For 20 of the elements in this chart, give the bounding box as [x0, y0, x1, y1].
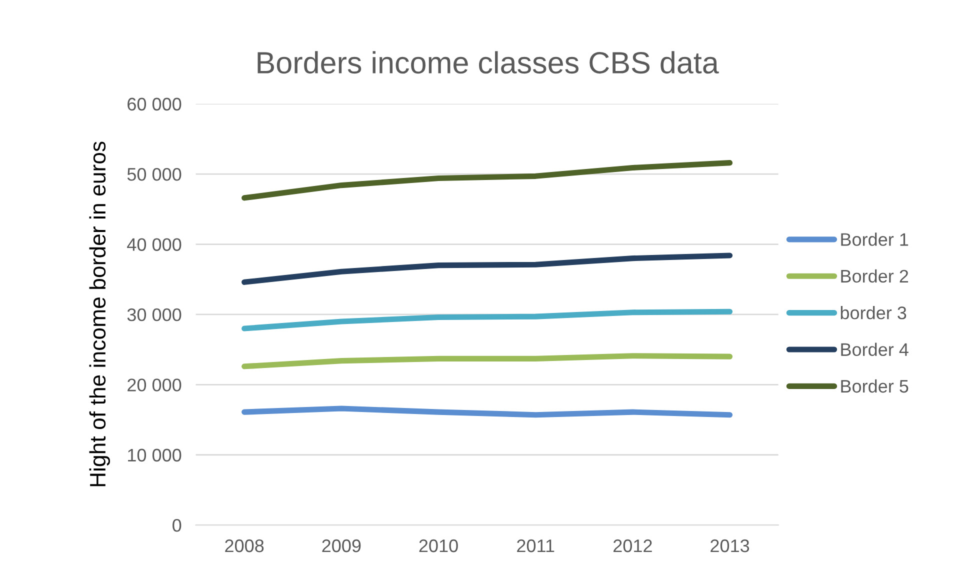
legend-label: border 3 [840, 306, 906, 320]
y-tick-label: 60 000 [128, 98, 182, 111]
x-tick-label: 2012 [614, 539, 652, 552]
y-tick-label: 10 000 [128, 448, 182, 462]
legend-label: Border 5 [841, 379, 908, 393]
y-tick-label: 0 [172, 519, 182, 532]
legend-label: Border 1 [841, 232, 908, 246]
y-tick-label: 20 000 [128, 378, 182, 392]
legend-label: Border 2 [841, 269, 908, 283]
x-tick-label: 2013 [710, 539, 750, 552]
x-tick-label: 2009 [322, 539, 361, 552]
y-axis-title: Hight of the income border in euros [89, 142, 110, 486]
x-tick-label: 2010 [419, 539, 458, 552]
legend-label: Border 4 [841, 342, 908, 356]
y-tick-label: 40 000 [127, 238, 182, 251]
chart-title: Borders income classes CBS data [258, 51, 719, 74]
y-tick-label: 50 000 [127, 168, 182, 181]
x-tick-label: 2008 [225, 539, 264, 552]
y-tick-label: 30 000 [127, 308, 182, 322]
x-tick-label: 2011 [517, 539, 554, 552]
